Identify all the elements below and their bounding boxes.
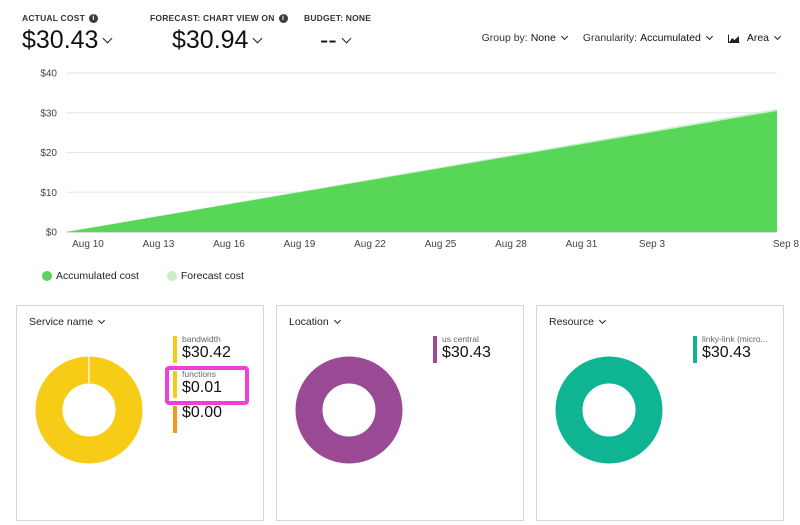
group-by-value: None bbox=[530, 32, 556, 44]
legend-label: Accumulated cost bbox=[56, 270, 139, 282]
card-header-label: Resource bbox=[549, 316, 594, 328]
entry-color-bar bbox=[693, 336, 697, 363]
y-tick-label: $30 bbox=[40, 108, 57, 119]
chevron-down-icon bbox=[98, 316, 106, 324]
donut-slice-linky-link[interactable] bbox=[555, 356, 663, 464]
entry-amount: $0.00 bbox=[182, 404, 223, 421]
entry-color-bar bbox=[433, 336, 437, 363]
kpi-value: -- bbox=[320, 26, 337, 54]
chevron-down-icon bbox=[705, 32, 713, 40]
x-tick-label: Sep 8 bbox=[773, 239, 800, 250]
list-item[interactable]: functions $0.01 bbox=[173, 369, 264, 399]
service-name-dropdown[interactable]: Service name bbox=[29, 316, 106, 328]
card-header-label: Service name bbox=[29, 316, 94, 328]
breakdown-card-service: Service name bandwidth $30.42 functions … bbox=[16, 305, 264, 521]
card-header-label: Location bbox=[289, 316, 329, 328]
chart-type-value: Area bbox=[746, 32, 769, 44]
group-by-label: Group by: bbox=[481, 32, 528, 44]
legend-label: Forecast cost bbox=[180, 270, 244, 282]
kpi-label: BUDGET: NONE bbox=[304, 13, 372, 23]
resource-donut-chart bbox=[555, 356, 663, 464]
y-tick-label: $10 bbox=[40, 188, 57, 199]
chart-legend: Accumulated cost Forecast cost bbox=[42, 270, 244, 282]
chevron-down-icon bbox=[598, 316, 606, 324]
legend-item-forecast[interactable]: Forecast cost bbox=[166, 270, 244, 282]
x-tick-label: Aug 22 bbox=[354, 239, 386, 250]
list-item[interactable]: bandwidth $30.42 bbox=[173, 334, 264, 364]
kpi-value: $30.94 bbox=[172, 26, 249, 54]
entry-color-bar bbox=[173, 336, 177, 363]
x-tick-label: Aug 19 bbox=[284, 239, 316, 250]
entry-color-bar bbox=[173, 371, 177, 398]
list-item[interactable]: $0.00 bbox=[173, 404, 264, 434]
resource-entries: linky-link (micro... $30.43 bbox=[693, 334, 784, 369]
x-tick-label: Aug 13 bbox=[143, 239, 175, 250]
granularity-dropdown[interactable]: Granularity: Accumulated bbox=[582, 32, 713, 44]
granularity-value: Accumulated bbox=[640, 32, 701, 44]
resource-dropdown[interactable]: Resource bbox=[549, 316, 606, 328]
y-axis-ticks: $0 $10 $20 $30 $40 bbox=[40, 69, 57, 239]
entry-amount: $30.42 bbox=[182, 344, 231, 361]
service-entries: bandwidth $30.42 functions $0.01 $0.00 bbox=[173, 334, 264, 439]
kpi-value-dropdown[interactable]: -- bbox=[320, 26, 371, 55]
chevron-down-icon bbox=[341, 33, 352, 44]
entry-name: linky-link (micro... bbox=[702, 334, 768, 344]
chart-series bbox=[66, 109, 777, 232]
chevron-down-icon bbox=[560, 32, 568, 40]
breakdown-card-resource: Resource linky-link (micro... $30.43 bbox=[536, 305, 784, 521]
x-tick-label: Aug 28 bbox=[495, 239, 527, 250]
chevron-down-icon bbox=[103, 33, 113, 44]
location-donut-chart bbox=[295, 356, 403, 464]
chevron-down-icon bbox=[773, 32, 782, 40]
x-tick-label: Aug 25 bbox=[425, 239, 457, 250]
legend-swatch bbox=[42, 271, 52, 281]
chart-toolbar: Group by: None Granularity: Accumulated … bbox=[481, 32, 782, 44]
kpi-label: ACTUAL COST bbox=[22, 13, 85, 23]
chevron-down-icon bbox=[253, 33, 263, 44]
legend-item-accumulated[interactable]: Accumulated cost bbox=[42, 270, 139, 282]
cost-area-chart: $0$10$20$30$40 Aug 10 Aug 13 Aug 16 Aug 19 A… bbox=[40, 69, 799, 251]
kpi-actual-cost: ACTUAL COST i $30.43 bbox=[22, 12, 113, 55]
x-tick-label: Aug 10 bbox=[72, 239, 104, 250]
entry-color-bar bbox=[173, 406, 177, 433]
x-tick-label: Sep 3 bbox=[639, 239, 666, 250]
x-axis-ticks: Aug 10 Aug 13 Aug 16 Aug 19 Aug 22 Aug 25 Aug … bbox=[72, 239, 799, 250]
granularity-label: Granularity: bbox=[582, 32, 638, 44]
entry-name: bandwidth bbox=[182, 334, 221, 344]
legend-swatch bbox=[166, 271, 177, 281]
location-entries: us central $30.43 bbox=[433, 334, 524, 369]
entry-name: us central bbox=[442, 334, 479, 344]
accumulated-cost-area[interactable] bbox=[66, 111, 777, 232]
info-icon[interactable]: i bbox=[278, 13, 288, 23]
y-tick-label: $20 bbox=[40, 148, 57, 159]
y-tick-label: $0 bbox=[46, 228, 58, 239]
entry-name: functions bbox=[182, 369, 217, 379]
x-tick-label: Aug 31 bbox=[566, 239, 598, 250]
group-by-dropdown[interactable]: Group by: None bbox=[481, 32, 568, 44]
kpi-value-dropdown[interactable]: $30.94 bbox=[172, 26, 288, 55]
breakdown-card-location: Location us central $30.43 bbox=[276, 305, 524, 521]
kpi-value-dropdown[interactable]: $30.43 bbox=[22, 26, 113, 55]
list-item[interactable]: us central $30.43 bbox=[433, 334, 524, 364]
entry-amount: $30.43 bbox=[702, 344, 751, 361]
chart-type-dropdown[interactable]: Area bbox=[727, 32, 782, 44]
donut-slice-us-central[interactable] bbox=[295, 356, 403, 464]
entry-amount: $0.01 bbox=[182, 379, 223, 396]
entry-amount: $30.43 bbox=[442, 344, 491, 361]
x-tick-label: Aug 16 bbox=[213, 239, 245, 250]
location-dropdown[interactable]: Location bbox=[289, 316, 341, 328]
kpi-budget: BUDGET: NONE -- bbox=[304, 12, 371, 55]
service-donut-chart bbox=[35, 356, 143, 464]
area-chart-icon bbox=[727, 34, 740, 43]
y-tick-label: $40 bbox=[40, 69, 57, 80]
chevron-down-icon bbox=[333, 316, 341, 324]
kpi-label: FORECAST: CHART VIEW ON bbox=[150, 13, 275, 23]
info-icon[interactable]: i bbox=[88, 13, 98, 23]
list-item[interactable]: linky-link (micro... $30.43 bbox=[693, 334, 784, 364]
kpi-forecast: FORECAST: CHART VIEW ON i $30.94 bbox=[150, 12, 288, 55]
kpi-value: $30.43 bbox=[22, 26, 99, 54]
highlight-box bbox=[165, 366, 249, 405]
